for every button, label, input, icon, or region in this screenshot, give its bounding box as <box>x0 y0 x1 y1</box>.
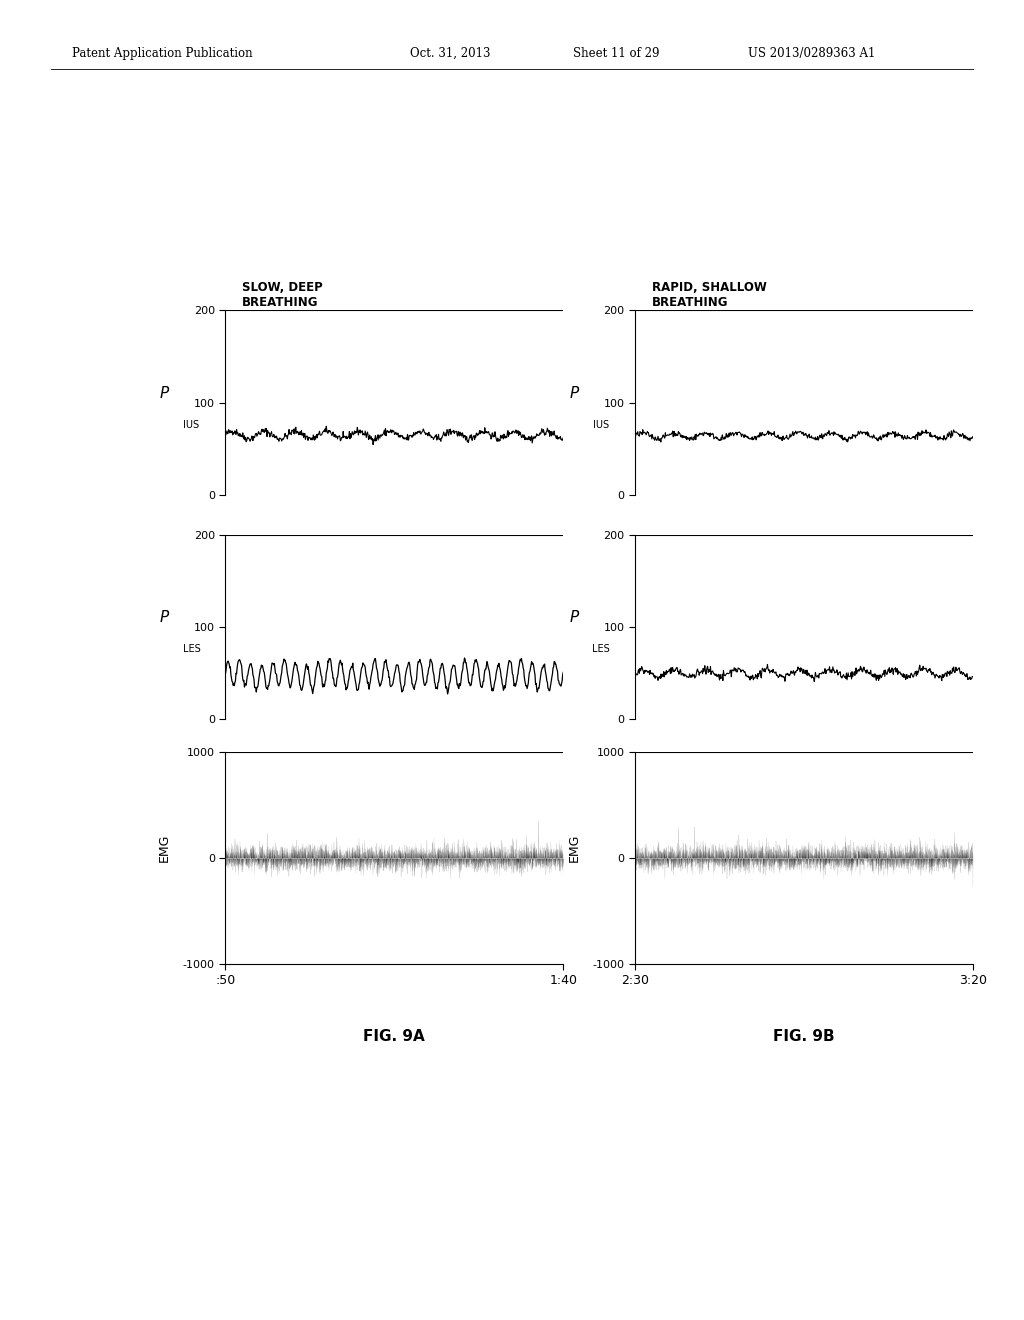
Text: LES: LES <box>182 644 201 655</box>
Text: SLOW, DEEP
BREATHING: SLOW, DEEP BREATHING <box>243 281 323 309</box>
Text: P: P <box>569 385 579 401</box>
Text: P: P <box>160 610 169 626</box>
Text: P: P <box>569 610 579 626</box>
Text: P: P <box>160 385 169 401</box>
Text: FIG. 9A: FIG. 9A <box>364 1028 425 1044</box>
Text: RAPID, SHALLOW
BREATHING: RAPID, SHALLOW BREATHING <box>651 281 767 309</box>
Text: LES: LES <box>592 644 610 655</box>
Text: FIG. 9B: FIG. 9B <box>773 1028 835 1044</box>
Text: IUS: IUS <box>183 420 200 430</box>
Text: Sheet 11 of 29: Sheet 11 of 29 <box>573 46 659 59</box>
Text: EMG: EMG <box>158 833 171 862</box>
Text: IUS: IUS <box>593 420 609 430</box>
Text: US 2013/0289363 A1: US 2013/0289363 A1 <box>748 46 874 59</box>
Text: Patent Application Publication: Patent Application Publication <box>72 46 252 59</box>
Text: EMG: EMG <box>567 833 581 862</box>
Text: Oct. 31, 2013: Oct. 31, 2013 <box>410 46 490 59</box>
